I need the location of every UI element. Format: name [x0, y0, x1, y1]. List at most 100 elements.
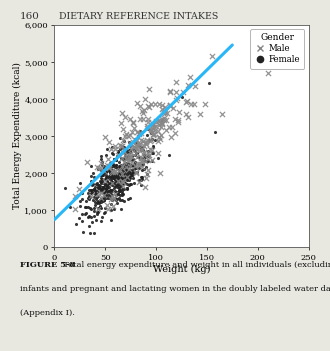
Point [139, 174, 145, 180]
Point [117, 188, 122, 194]
Point [140, 147, 146, 152]
Point [139, 147, 144, 153]
Point [144, 141, 149, 147]
Point [88, 179, 94, 184]
Point [173, 97, 178, 103]
Point [127, 143, 132, 149]
Point [90, 182, 95, 188]
Point [122, 181, 127, 186]
Point [98, 180, 104, 186]
Point [115, 182, 120, 188]
Point [91, 205, 96, 211]
Point [116, 184, 121, 189]
Point [140, 146, 145, 152]
Point [122, 172, 127, 177]
Point [113, 188, 118, 194]
Legend: Male, Female: Male, Female [250, 29, 304, 69]
Point [129, 172, 135, 177]
Point [124, 150, 129, 155]
Point [103, 192, 108, 198]
Point [143, 139, 148, 145]
Point [115, 200, 120, 206]
Point [117, 192, 123, 198]
Point [133, 150, 138, 155]
Point [104, 170, 109, 175]
Point [113, 183, 118, 188]
Point [143, 158, 148, 164]
Point [121, 170, 126, 175]
Point [206, 80, 212, 86]
Point [155, 118, 160, 124]
Point [113, 178, 118, 183]
Point [142, 184, 148, 190]
Point [115, 165, 120, 171]
Point [108, 193, 113, 199]
Point [89, 219, 94, 225]
Point [109, 187, 115, 193]
Point [134, 129, 140, 134]
Point [133, 145, 139, 151]
Point [136, 142, 141, 147]
Point [114, 176, 119, 182]
Point [157, 117, 162, 122]
Point [111, 161, 116, 167]
Point [119, 155, 125, 161]
Point [172, 131, 177, 136]
Point [104, 152, 109, 158]
Point [123, 164, 129, 169]
Point [99, 161, 104, 166]
Point [118, 166, 124, 171]
Point [94, 164, 100, 170]
Point [135, 154, 140, 160]
Point [164, 110, 170, 116]
Point [104, 185, 109, 191]
Point [145, 148, 150, 153]
Point [114, 182, 119, 188]
Point [139, 137, 144, 143]
Point [111, 163, 116, 169]
Point [121, 148, 127, 154]
Point [128, 153, 133, 159]
Point [108, 187, 113, 193]
Point [103, 181, 108, 187]
Point [98, 196, 104, 201]
Point [107, 177, 113, 182]
Point [143, 96, 148, 101]
Point [78, 181, 83, 186]
Point [106, 188, 111, 193]
Point [105, 192, 111, 197]
Point [117, 188, 122, 194]
Point [79, 190, 84, 196]
Point [88, 190, 93, 196]
Point [150, 144, 155, 150]
Point [108, 167, 114, 173]
Point [118, 135, 123, 141]
Point [133, 165, 139, 170]
Point [128, 147, 133, 153]
Point [113, 169, 118, 175]
Point [151, 131, 157, 137]
Point [162, 105, 167, 110]
Point [163, 117, 168, 122]
Point [148, 126, 153, 132]
Point [95, 186, 100, 191]
Point [144, 125, 149, 130]
Point [109, 217, 114, 223]
Point [105, 181, 110, 187]
Point [113, 192, 118, 197]
Point [128, 117, 133, 122]
Point [127, 173, 132, 179]
Point [125, 133, 130, 138]
Point [125, 153, 131, 159]
Point [120, 178, 125, 184]
X-axis label: Weight (kg): Weight (kg) [153, 265, 210, 274]
Point [96, 209, 101, 214]
Point [123, 161, 128, 166]
Point [133, 152, 138, 158]
Point [102, 193, 108, 198]
Point [116, 188, 122, 194]
Point [126, 155, 131, 160]
Point [197, 111, 202, 117]
Point [98, 199, 103, 205]
Point [103, 134, 108, 140]
